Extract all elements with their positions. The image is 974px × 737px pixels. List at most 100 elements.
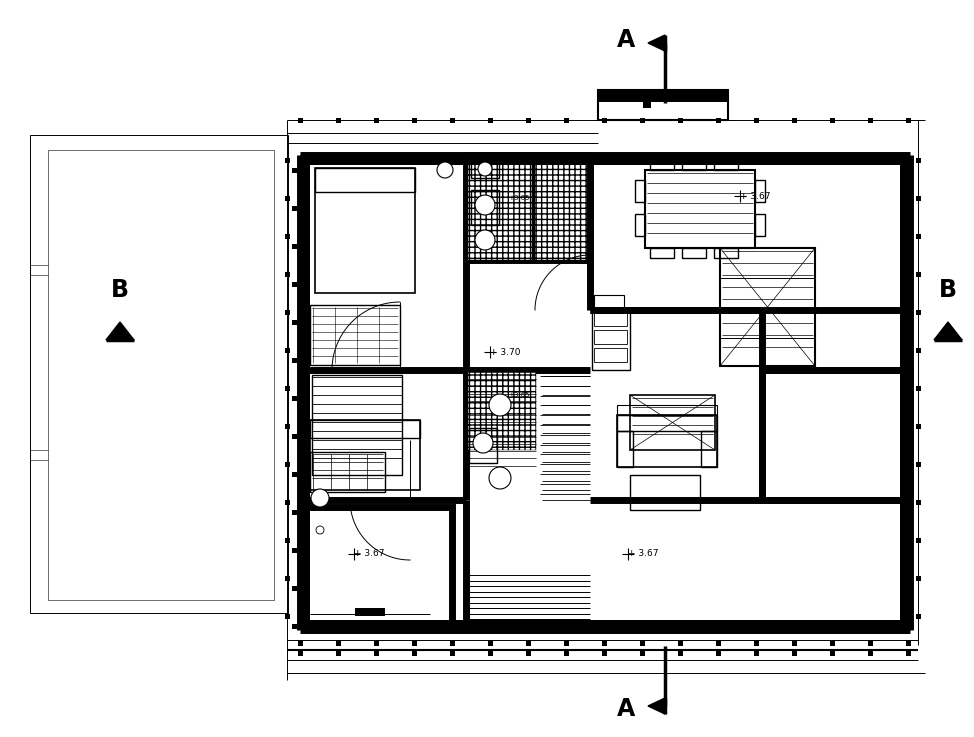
Bar [592,310,630,370]
Bar [298,118,303,123]
Bar [678,118,683,123]
Bar [526,641,531,646]
Bar [285,538,290,543]
Polygon shape [648,35,665,51]
Text: + 3.67: + 3.67 [740,192,770,200]
Bar [916,272,921,277]
Bar [650,160,674,170]
Bar [630,395,715,450]
Bar [285,500,290,505]
Circle shape [316,526,324,534]
Text: + 3.67: + 3.67 [354,550,385,559]
Bar [916,310,921,315]
Bar [336,641,341,646]
Bar [617,415,717,467]
Bar [298,651,303,656]
Bar [292,358,297,363]
Polygon shape [106,322,134,340]
Bar [906,118,911,123]
Bar [285,272,290,277]
Bar [916,386,921,391]
Bar [906,641,911,646]
Bar [594,348,627,362]
Bar [792,651,797,656]
Bar [300,620,910,630]
Bar [594,295,624,310]
Bar [916,158,921,163]
Bar [868,641,873,646]
Bar [602,651,607,656]
Bar [292,206,297,211]
Bar [645,170,755,248]
Bar [315,168,415,293]
Bar [916,424,921,429]
Polygon shape [934,322,962,340]
Bar [285,158,290,163]
Bar [564,118,569,123]
Bar [678,651,683,656]
Bar [716,118,721,123]
Bar [300,155,310,630]
Bar [617,431,633,467]
Bar [678,641,683,646]
Bar [594,330,627,344]
Circle shape [475,230,495,250]
Bar [471,160,499,178]
Bar [714,160,738,170]
Bar [701,431,717,467]
Bar [640,118,645,123]
Bar [468,157,532,260]
Bar [292,434,297,439]
Bar [30,135,288,613]
Bar [906,651,911,656]
Bar [900,155,910,630]
Bar [755,214,765,236]
Bar [310,420,420,490]
Bar [466,620,590,630]
Bar [374,641,379,646]
Bar [315,168,415,192]
Bar [488,118,493,123]
Bar [292,320,297,325]
Bar [526,118,531,123]
Bar [714,248,738,258]
Bar [450,641,455,646]
Circle shape [473,433,493,453]
Bar [564,651,569,656]
Bar [292,548,297,553]
Bar [602,641,607,646]
Bar [292,282,297,287]
Bar [598,90,728,120]
Bar [374,118,379,123]
Bar [716,641,721,646]
Bar [916,614,921,619]
Bar [762,370,910,500]
Text: A: A [617,697,635,721]
Bar [292,586,297,591]
Bar [292,168,297,173]
Bar [755,180,765,202]
Bar [754,651,759,656]
Text: + 3.70: + 3.70 [490,348,520,357]
Circle shape [478,162,492,176]
Bar [488,641,493,646]
Bar [602,118,607,123]
Text: +3.65: +3.65 [508,195,530,201]
Bar [682,248,706,258]
Bar [617,415,717,431]
Bar [292,472,297,477]
Bar [716,651,721,656]
Bar [450,118,455,123]
Bar [310,452,385,492]
Circle shape [489,394,511,416]
Bar [916,196,921,201]
Bar [830,118,835,123]
Polygon shape [648,698,665,714]
Bar [916,462,921,467]
Bar [640,651,645,656]
Bar [594,312,627,326]
Bar [868,651,873,656]
Bar [302,507,452,625]
Bar [598,90,728,102]
Bar [292,244,297,249]
